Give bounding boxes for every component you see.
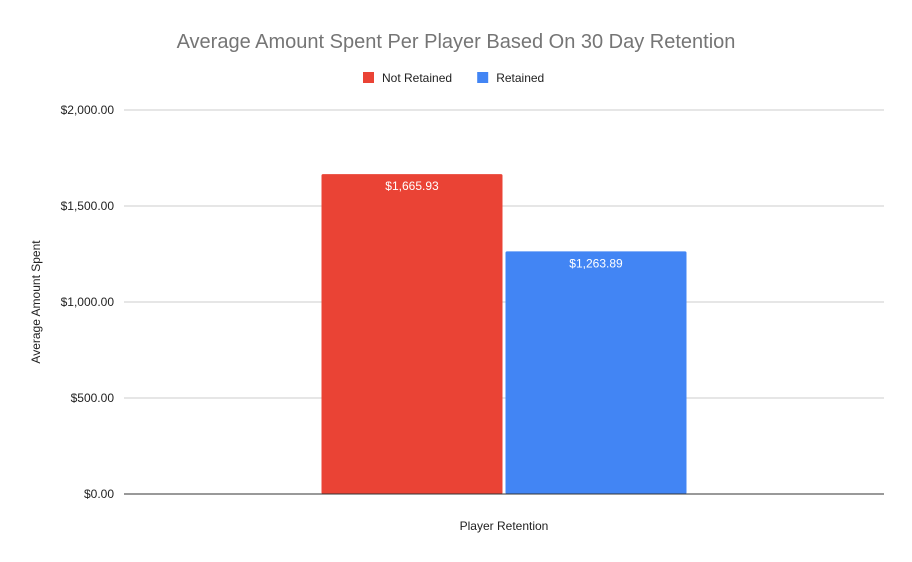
- data-label: $1,263.89: [569, 256, 623, 270]
- data-label: $1,665.93: [385, 179, 439, 193]
- chart-title: Average Amount Spent Per Player Based On…: [177, 31, 736, 53]
- bar-not-retained: [321, 174, 503, 495]
- legend-label: Retained: [496, 71, 544, 85]
- legend-swatch: [363, 72, 374, 83]
- data-labels: $1,665.93 $1,263.89: [385, 179, 623, 270]
- y-tick-label: $500.00: [71, 391, 115, 405]
- legend-label: Not Retained: [382, 71, 452, 85]
- y-tick-label: $1,500.00: [61, 199, 115, 213]
- gridlines: [124, 109, 884, 399]
- bar-retained: [505, 251, 687, 494]
- y-tick-label: $2,000.00: [61, 103, 115, 117]
- y-tick-label: $1,000.00: [61, 295, 115, 309]
- y-tick-label: $0.00: [84, 487, 114, 501]
- y-axis-title: Average Amount Spent: [29, 240, 43, 364]
- y-axis-ticks: $0.00 $500.00 $1,000.00 $1,500.00 $2,000.00: [61, 103, 115, 501]
- legend: Not Retained Retained: [363, 71, 544, 85]
- bars: [321, 174, 687, 495]
- legend-swatch: [477, 72, 489, 83]
- x-axis-title: Player Retention: [460, 519, 549, 533]
